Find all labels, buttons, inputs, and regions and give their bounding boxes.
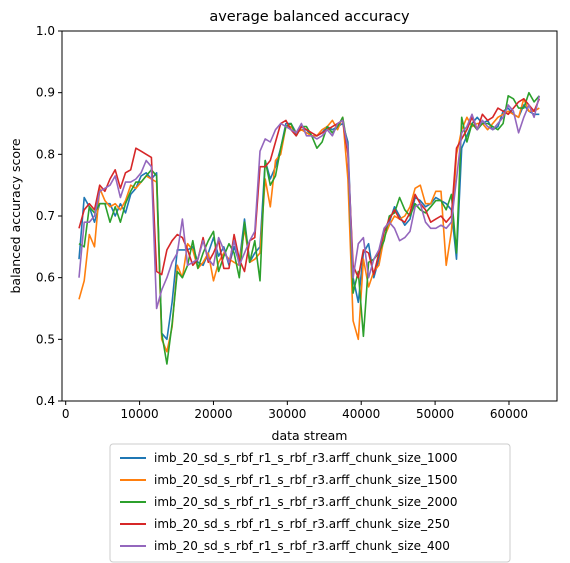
legend-entry-0: imb_20_sd_s_rbf_r1_s_rbf_r3.arff_chunk_s…: [154, 451, 458, 465]
y-axis-label: balanced accuracy score: [8, 138, 23, 293]
y-tick-label: 0.5: [36, 332, 55, 346]
plot-frame: [61, 30, 558, 402]
series-line-0: [78, 104, 540, 341]
legend-entry-3: imb_20_sd_s_rbf_r1_s_rbf_r3.arff_chunk_s…: [154, 517, 450, 531]
y-tick-label: 1.0: [36, 24, 55, 38]
y-tick-label: 0.7: [36, 209, 55, 223]
x-tick-label: 10000: [120, 407, 158, 421]
legend-entry-2: imb_20_sd_s_rbf_r1_s_rbf_r3.arff_chunk_s…: [154, 495, 458, 509]
y-axis-ticks: 0.4 0.5 0.6 0.7 0.8 0.9 1.0: [36, 24, 62, 408]
y-tick-label: 0.6: [36, 271, 55, 285]
x-tick-label: 60000: [490, 407, 528, 421]
x-tick-label: 0: [62, 407, 70, 421]
y-tick-label: 0.9: [36, 86, 55, 100]
x-tick-label: 20000: [194, 407, 232, 421]
y-tick-label: 0.4: [36, 394, 55, 408]
x-axis-ticks: 0 10000 20000 30000 40000 50000 60000: [62, 401, 528, 421]
legend-frame: [109, 443, 511, 563]
series-line-3: [78, 98, 541, 279]
x-tick-label: 30000: [268, 407, 306, 421]
series-lines: [78, 91, 541, 365]
chart-title: average balanced accuracy: [209, 9, 410, 25]
x-axis-label: data stream: [272, 428, 348, 443]
y-tick-label: 0.8: [36, 147, 55, 161]
legend: imb_20_sd_s_rbf_r1_s_rbf_r3.arff_chunk_s…: [109, 443, 511, 563]
series-line-1: [78, 98, 540, 353]
series-line-4: [78, 95, 541, 310]
x-tick-label: 40000: [342, 407, 380, 421]
x-tick-label: 50000: [416, 407, 454, 421]
legend-entry-4: imb_20_sd_s_rbf_r1_s_rbf_r3.arff_chunk_s…: [154, 539, 450, 553]
legend-entry-1: imb_20_sd_s_rbf_r1_s_rbf_r3.arff_chunk_s…: [154, 473, 458, 487]
